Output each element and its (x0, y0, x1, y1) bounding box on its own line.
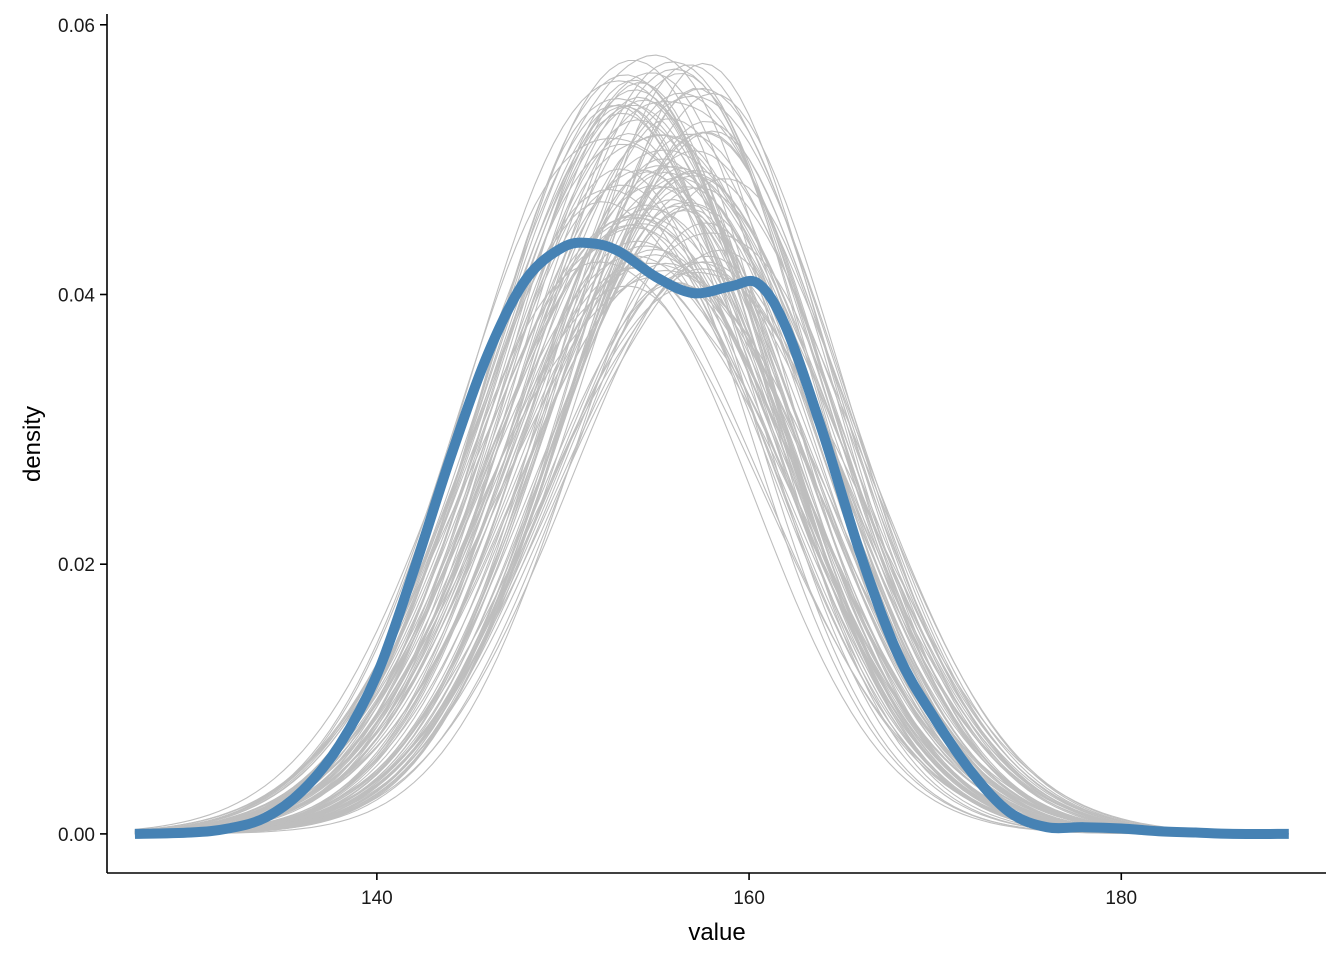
replicate-density-line (134, 150, 1289, 835)
replicate-density-line (134, 64, 1289, 835)
replicate-density-line (134, 112, 1289, 835)
replicate-density-line (134, 261, 1289, 835)
replicate-density-line (134, 104, 1289, 835)
replicate-density-line (134, 201, 1289, 835)
replicate-density-line (134, 281, 1289, 835)
replicate-density-line (134, 68, 1289, 835)
replicate-density-line (134, 95, 1289, 835)
replicate-density-lines (134, 54, 1289, 835)
observed-density-line (134, 237, 1289, 839)
replicate-density-line (134, 187, 1289, 835)
replicate-density-line (134, 262, 1289, 835)
replicate-density-line (134, 217, 1289, 835)
replicate-density-line (134, 171, 1289, 835)
replicate-density-line (134, 120, 1289, 835)
replicate-density-line (134, 101, 1289, 835)
replicate-density-line (134, 165, 1289, 835)
replicate-density-line (134, 249, 1289, 835)
x-tick-label: 180 (1105, 888, 1137, 909)
y-tick-label: 0.06 (58, 16, 95, 37)
replicate-density-line (134, 74, 1289, 835)
replicate-density-line (134, 245, 1289, 835)
replicate-density-line (134, 166, 1289, 835)
y-tick-label: 0.00 (58, 825, 95, 846)
y-tick-label: 0.02 (58, 555, 95, 576)
y-tick-label: 0.04 (58, 285, 95, 306)
replicate-density-line (134, 285, 1289, 835)
x-tick-label: 160 (733, 888, 765, 909)
replicate-density-line (134, 245, 1289, 835)
replicate-density-line (134, 267, 1289, 835)
replicate-density-line (134, 201, 1289, 835)
replicate-density-line (134, 271, 1289, 835)
replicate-density-line (134, 132, 1289, 835)
x-axis-ticks: 140 160 180 (361, 873, 1137, 909)
x-tick-label: 140 (361, 888, 393, 909)
replicate-density-line (134, 268, 1289, 834)
y-axis-ticks: 0.00 0.02 0.04 0.06 (58, 16, 107, 846)
replicate-density-line (134, 149, 1289, 835)
replicate-density-line (134, 105, 1289, 835)
replicate-density-line (134, 261, 1289, 835)
replicate-density-line (134, 261, 1289, 835)
replicate-density-line (134, 281, 1289, 835)
replicate-density-line (134, 105, 1289, 835)
replicate-density-line (134, 171, 1289, 835)
replicate-density-line (134, 176, 1289, 835)
replicate-density-line (134, 172, 1289, 835)
replicate-density-line (134, 82, 1289, 835)
y-axis-title: density (19, 406, 46, 482)
replicate-density-line (134, 133, 1289, 835)
replicate-density-line (134, 248, 1289, 835)
replicate-density-line (134, 232, 1289, 835)
replicate-density-line (134, 269, 1289, 835)
replicate-density-line (134, 267, 1289, 835)
replicate-density-line (134, 262, 1289, 835)
replicate-density-line (134, 276, 1289, 835)
replicate-density-line (134, 134, 1289, 835)
replicate-density-line (134, 132, 1289, 835)
replicate-density-line (134, 178, 1289, 835)
x-axis-title: value (688, 919, 745, 946)
replicate-density-line (134, 134, 1289, 835)
